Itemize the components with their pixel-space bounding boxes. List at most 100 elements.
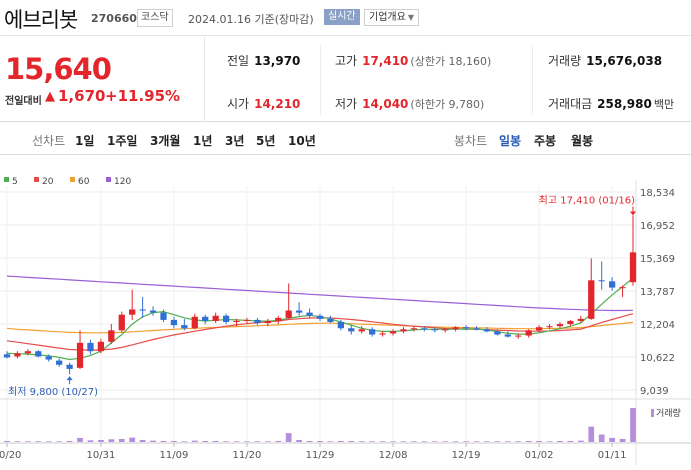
candle-body xyxy=(452,327,459,330)
tab-1d[interactable]: 1일 xyxy=(75,134,95,148)
tab-weekly[interactable]: 주봉 xyxy=(534,134,557,148)
volume-bar xyxy=(348,440,355,442)
high-annotation: 최고 17,410 (01/16) xyxy=(539,194,635,206)
volume-bar xyxy=(536,440,542,442)
divider xyxy=(320,45,321,115)
y-tick-label: 15,369 xyxy=(640,254,675,265)
x-tick-label: 11/20 xyxy=(233,450,262,461)
candle-body xyxy=(243,319,251,321)
tab-daily[interactable]: 일봉 xyxy=(499,134,522,148)
candle-body xyxy=(160,312,167,320)
volume-bar xyxy=(35,441,42,442)
volume-bar xyxy=(515,441,522,442)
stat-value: 13,970 xyxy=(254,54,301,68)
candle-body xyxy=(619,287,626,289)
candle-body xyxy=(431,329,438,331)
candle-body xyxy=(348,328,355,332)
volume-bar xyxy=(264,441,271,442)
candle-body xyxy=(556,324,564,327)
tab-3y[interactable]: 3년 xyxy=(225,134,245,148)
candle-body xyxy=(264,320,271,324)
candle-body xyxy=(306,312,313,316)
candle-body xyxy=(76,342,84,368)
volume-bar xyxy=(233,441,240,442)
chart-annotations: 최고 17,410 (01/16) 최저 9,800 (10/27) xyxy=(8,194,636,398)
volume-bar xyxy=(139,439,146,442)
chart-grid xyxy=(0,180,691,465)
candle-chart-label: 봉차트 xyxy=(454,134,488,148)
volume-bar xyxy=(296,439,303,442)
tab-1w[interactable]: 1주일 xyxy=(107,134,138,148)
tab-5y[interactable]: 5년 xyxy=(256,134,276,148)
volume-bar xyxy=(160,440,167,442)
candle-body xyxy=(233,320,240,322)
candle-body xyxy=(97,341,105,352)
volume-legend-label: 거래량 xyxy=(656,407,681,419)
volume-bar xyxy=(546,441,553,442)
candle-body xyxy=(629,252,637,283)
x-tick-label: 01/02 xyxy=(525,450,554,461)
candle-body xyxy=(327,318,334,322)
stock-header: 에브리봇 270660 코스닥 2024.01.16 기준(장마감) 실시간 기… xyxy=(0,0,691,36)
legend-swatch-60 xyxy=(70,177,75,182)
price-block: 15,640 전일대비 ▲ 1,670 +11.95% xyxy=(0,37,205,122)
volume-bar xyxy=(317,440,323,442)
volume-bar xyxy=(244,441,250,442)
candle-body xyxy=(421,328,428,330)
volume-bar xyxy=(431,441,438,442)
volume-bar xyxy=(379,441,386,442)
candle-body xyxy=(525,330,532,336)
volume-bar xyxy=(390,441,396,442)
x-tick-label: 11/09 xyxy=(160,450,189,461)
x-tick-label: 10/20 xyxy=(0,450,21,461)
volume-bar xyxy=(557,440,563,442)
volume-bar xyxy=(442,441,449,442)
volume-bar xyxy=(275,440,282,442)
candle-body xyxy=(14,353,21,357)
candle-body xyxy=(56,360,63,365)
candlestick-chart[interactable]: 5 20 60 120 18,534 16,952 15,369 13,787 12,204 1… xyxy=(0,156,691,470)
volume-bar xyxy=(452,441,459,442)
candle-body xyxy=(494,331,501,335)
tab-3m[interactable]: 3개월 xyxy=(150,134,181,148)
stat-low: 저가 14,040 (하한가 9,780) xyxy=(335,95,484,112)
volume-bar xyxy=(421,441,428,442)
volume-bar xyxy=(619,438,626,442)
up-arrow-icon: ▲ xyxy=(45,89,55,104)
stat-label: 전일 xyxy=(227,54,250,68)
y-tick-label: 10,622 xyxy=(640,353,675,364)
y-tick-label: 16,952 xyxy=(640,221,675,232)
volume-bar xyxy=(45,441,52,442)
ma-line-120 xyxy=(6,275,634,312)
chart-legend: 5 20 60 120 xyxy=(4,177,131,187)
volume-bar xyxy=(56,441,63,442)
legend-label-20: 20 xyxy=(42,177,54,187)
volume-bar xyxy=(77,437,83,442)
candle-body xyxy=(118,314,125,331)
y-tick-label: 18,534 xyxy=(640,188,675,199)
candle-body xyxy=(45,356,52,360)
tab-1y[interactable]: 1년 xyxy=(193,134,213,148)
tab-10y[interactable]: 10년 xyxy=(288,134,316,148)
candle-body xyxy=(504,334,511,337)
candle-body xyxy=(275,317,282,321)
candle-body xyxy=(181,325,188,329)
stat-volume: 거래량 15,676,038 xyxy=(548,52,662,69)
volume-bar xyxy=(118,438,125,442)
volume-bar xyxy=(504,441,511,442)
tab-monthly[interactable]: 월봉 xyxy=(571,134,594,148)
stat-value: 14,040 xyxy=(362,97,409,111)
x-tick-label: 12/19 xyxy=(452,450,481,461)
volume-bar xyxy=(129,437,136,442)
volume-bar xyxy=(66,440,73,442)
volume-bar xyxy=(254,441,261,442)
realtime-button[interactable]: 실시간 xyxy=(324,9,360,25)
volume-bar xyxy=(191,440,198,442)
candle-body xyxy=(66,364,73,369)
volume-bar xyxy=(150,440,156,442)
volume-bar xyxy=(484,441,490,442)
chart-svg: 5 20 60 120 18,53416,95215,36913,78712,2041… xyxy=(0,177,691,465)
company-info-button[interactable]: 기업개요 ▼ xyxy=(364,9,419,26)
candle-body xyxy=(202,316,209,321)
volume-bar xyxy=(630,408,636,442)
